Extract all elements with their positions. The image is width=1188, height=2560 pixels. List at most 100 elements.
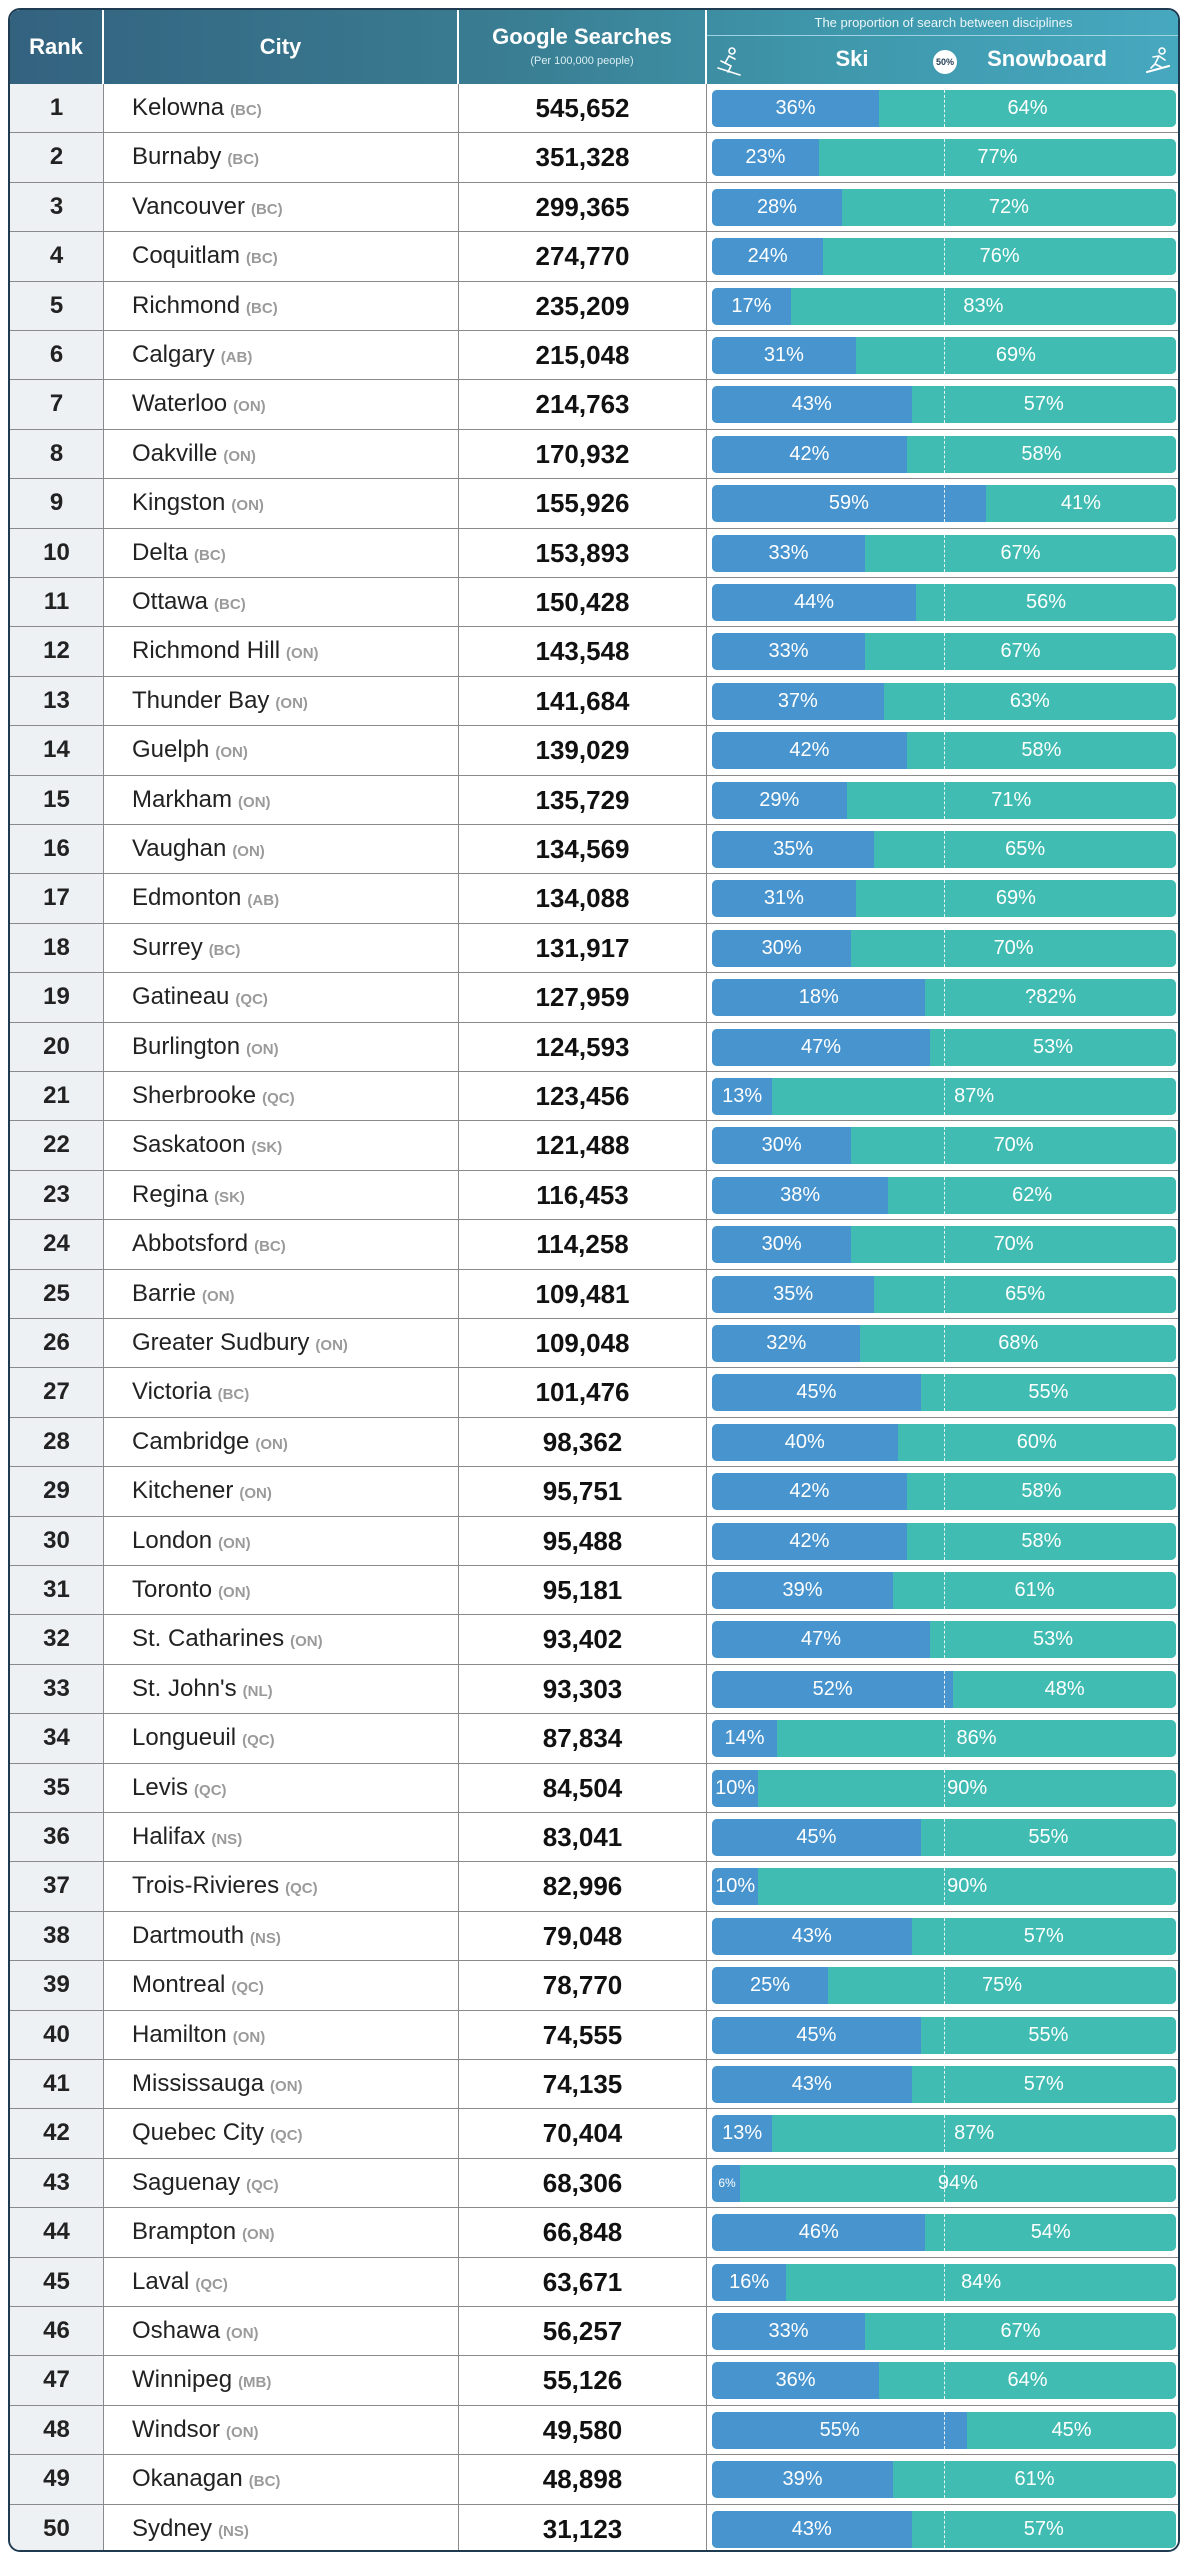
city-name: St. Catharines [132,1625,285,1653]
ranking-table: Rank City Google Searches (Per 100,000 p… [8,8,1180,2552]
snowboarder-icon [1145,47,1171,74]
table-row: 49 Okanagan (BC) 48,898 39% 61% [10,2455,1178,2505]
table-row: 14 Guelph (ON) 139,029 42% 58% [10,726,1178,776]
ski-percent-label: 59% [828,492,869,515]
midpoint-line [944,781,945,819]
midpoint-line [944,1473,945,1511]
proportion-cell: 40% 60% [707,1417,1178,1467]
rank-cell: 40 [10,2010,104,2059]
snowboard-percent-label: 55% [1028,1826,1069,1848]
proportion-cell: 45% 55% [707,2010,1178,2059]
province-code: (NS) [211,1831,243,1848]
rank-cell: 42 [10,2109,104,2158]
table-row: 20 Burlington (ON) 124,593 47% 53% [10,1022,1178,1072]
snowboard-bar-segment [823,238,1176,276]
proportion-bar: 13% 87% [712,1078,1176,1115]
city-cell: Burnaby (BC) [104,133,459,182]
searches-cell: 123,456 [459,1072,707,1121]
table-row: 30 London (ON) 95,488 42% 58% [10,1516,1178,1566]
city-cell: Richmond Hill (ON) [104,627,459,676]
midpoint-line [944,1325,945,1362]
ski-percent-label: 33% [768,640,809,663]
midpoint-line [944,337,945,374]
snowboard-percent-label: 87% [954,1085,995,1107]
snowboard-bar-segment [790,287,1176,325]
proportion-cell: 43% 57% [707,380,1178,429]
proportion-cell: 47% 53% [707,1022,1178,1071]
ski-bar-segment [712,188,842,226]
proportion-bar: 25% 75% [712,1967,1176,2005]
city-cell: Regina (SK) [104,1170,459,1220]
snowboard-bar-segment [865,534,1176,572]
midpoint-line [944,1028,945,1066]
snowboard-bar-segment [874,1275,1176,1313]
proportion-cell: 30% 70% [707,923,1178,973]
rank-cell: 27 [10,1368,104,1417]
proportion-bar: 14% 86% [712,1720,1176,1758]
midpoint-line [944,1226,945,1264]
ski-bar-segment [712,1078,773,1115]
searches-cell: 101,476 [459,1368,707,1417]
snowboard-bar-segment [860,1325,1176,1362]
proportion-cell: 52% 48% [707,1664,1178,1714]
table-row: 18 Surrey (BC) 131,917 30% 70% [10,923,1178,974]
midpoint-line [944,2214,945,2252]
ski-bar-segment [712,1423,898,1461]
city-cell: St. John's (NL) [104,1664,459,1714]
snowboard-percent-label: 67% [1000,2320,1041,2342]
proportion-bar: 38% 62% [712,1176,1176,1214]
midpoint-line [944,90,945,127]
province-code: (ON) [226,2325,259,2342]
snowboard-bar-segment [967,2411,1176,2449]
province-code: (BC) [227,151,260,169]
snowboard-percent-label: 61% [1014,2468,1055,2491]
ski-percent-label: 13% [722,2122,763,2145]
rank-cell: 7 [10,380,104,429]
city-cell: Oshawa (ON) [104,2307,459,2356]
province-code: (QC) [285,1880,318,1898]
province-code: (ON) [226,2423,259,2441]
proportion-bar: 18% ?82% [712,979,1176,1017]
province-code: (MB) [238,2374,272,2392]
proportion-bar: 33% 67% [712,2313,1176,2350]
midpoint-line [944,1621,945,1659]
city-column-header: City [104,10,459,84]
midpoint-line [944,1720,945,1758]
city-cell: Toronto (ON) [104,1566,459,1615]
ski-bar-segment [712,2411,968,2449]
ski-percent-label: 10% [715,1776,756,1799]
searches-cell: 134,569 [459,825,707,874]
ski-percent-label: 47% [801,1035,842,1058]
snowboard-percent-label: 58% [1021,1529,1062,1552]
city-cell: Markham (ON) [104,775,459,824]
city-name: Burnaby [132,143,222,171]
searches-cell: 109,481 [459,1269,707,1318]
snowboard-percent-label: 94% [937,2171,978,2194]
city-cell: Burlington (ON) [104,1022,459,1071]
province-code: (ON) [239,1485,272,1503]
snowboard-percent-label: 70% [993,936,1034,959]
snowboard-bar-segment [879,90,1176,127]
searches-cell: 79,048 [459,1911,707,1961]
snowboard-bar-segment [930,1621,1176,1659]
province-code: (QC) [231,1979,264,1997]
snowboard-percent-label: 75% [981,1974,1023,1997]
city-name: Windsor [132,2415,221,2443]
snowboard-bar-segment [851,1127,1176,1165]
midpoint-line [944,534,945,572]
searches-cell: 56,257 [459,2307,707,2356]
ski-bar-segment [712,2362,880,2400]
ski-bar-segment [712,1917,912,1955]
city-name: Regina [132,1180,209,1208]
ski-percent-label: 45% [796,2023,837,2046]
snowboard-percent-label: 55% [1028,1381,1069,1404]
midpoint-line [944,682,945,720]
searches-cell: 66,848 [459,2208,707,2257]
searches-cell: 48,898 [459,2455,707,2504]
snowboard-bar-segment [906,435,1176,473]
city-cell: Dartmouth (NS) [104,1911,459,1961]
searches-cell: 143,548 [459,627,707,676]
snowboard-percent-label: 54% [1030,2221,1071,2244]
province-code: (BC) [248,2473,281,2491]
midpoint-line [944,732,945,770]
